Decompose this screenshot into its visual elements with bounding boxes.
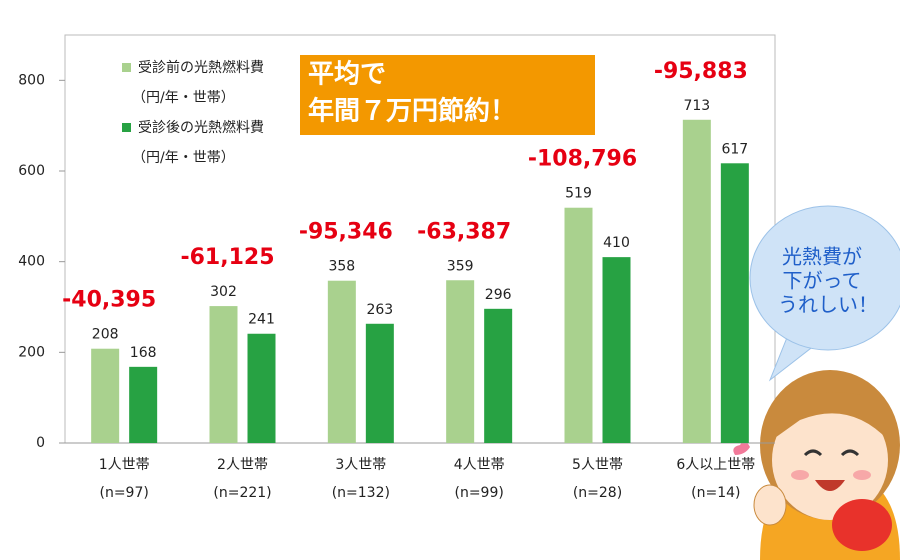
x-tick-note: (n=99) (454, 485, 503, 501)
bar (129, 366, 158, 443)
character (733, 370, 900, 560)
y-tick-label: 0 (36, 435, 45, 451)
bubble-line: 光熱費が (782, 245, 862, 269)
x-tick-label: 2人世帯 (217, 457, 268, 473)
bubble-line: 下がって (783, 269, 862, 293)
x-tick-label: 3人世帯 (335, 457, 386, 473)
x-tick-note: (n=132) (332, 485, 390, 501)
annotation: -95,883 (654, 59, 748, 84)
bar (720, 163, 749, 443)
value-label: 302 (210, 284, 237, 300)
bubble-line: うれしい！ (778, 293, 878, 317)
value-label: 241 (248, 312, 275, 328)
value-label: 519 (565, 186, 592, 202)
bar (682, 119, 711, 444)
legend-swatch (122, 123, 131, 132)
value-label: 358 (328, 259, 355, 275)
bar (446, 280, 475, 443)
bar (209, 306, 238, 443)
value-label: 617 (721, 141, 748, 157)
value-label: 263 (366, 302, 393, 318)
annotation: -95,346 (299, 220, 393, 245)
x-tick-label: 1人世帯 (99, 457, 150, 473)
value-label: 208 (92, 327, 119, 343)
x-tick-label: 6人以上世帯 (676, 457, 755, 473)
speech-bubble (749, 205, 900, 351)
value-label: 168 (130, 345, 157, 361)
bar (484, 308, 513, 443)
legend-unit: （円/年・世帯） (132, 150, 235, 166)
callout-line: 平均で (308, 60, 386, 90)
bar (327, 280, 356, 443)
x-tick-label: 4人世帯 (454, 457, 505, 473)
bar (365, 323, 394, 443)
legend-label: 受診後の光熱燃料費 (138, 119, 264, 136)
value-label: 410 (603, 235, 630, 251)
bar (602, 257, 631, 443)
y-tick-label: 200 (18, 344, 45, 360)
bar (564, 207, 593, 443)
y-tick-label: 600 (18, 163, 45, 179)
bar (91, 348, 120, 443)
annotation: -40,395 (62, 288, 156, 313)
x-tick-note: (n=97) (99, 485, 148, 501)
x-tick-note: (n=14) (691, 485, 740, 501)
callout-box (300, 55, 595, 135)
bar (247, 333, 276, 443)
value-label: 296 (485, 287, 512, 303)
value-label: 713 (683, 98, 710, 114)
annotation: -108,796 (528, 147, 637, 172)
annotation: -63,387 (417, 219, 511, 244)
y-tick-label: 800 (18, 72, 45, 88)
legend-unit: （円/年・世帯） (132, 90, 235, 106)
value-label: 359 (447, 258, 474, 274)
x-tick-note: (n=28) (573, 485, 622, 501)
legend-label: 受診前の光熱燃料費 (138, 59, 264, 76)
callout-line: 年間７万円節約！ (308, 96, 516, 127)
y-tick-label: 400 (18, 254, 45, 270)
x-tick-note: (n=221) (213, 485, 271, 501)
legend-swatch (122, 63, 131, 72)
x-tick-label: 5人世帯 (572, 457, 623, 473)
annotation: -61,125 (180, 245, 274, 270)
